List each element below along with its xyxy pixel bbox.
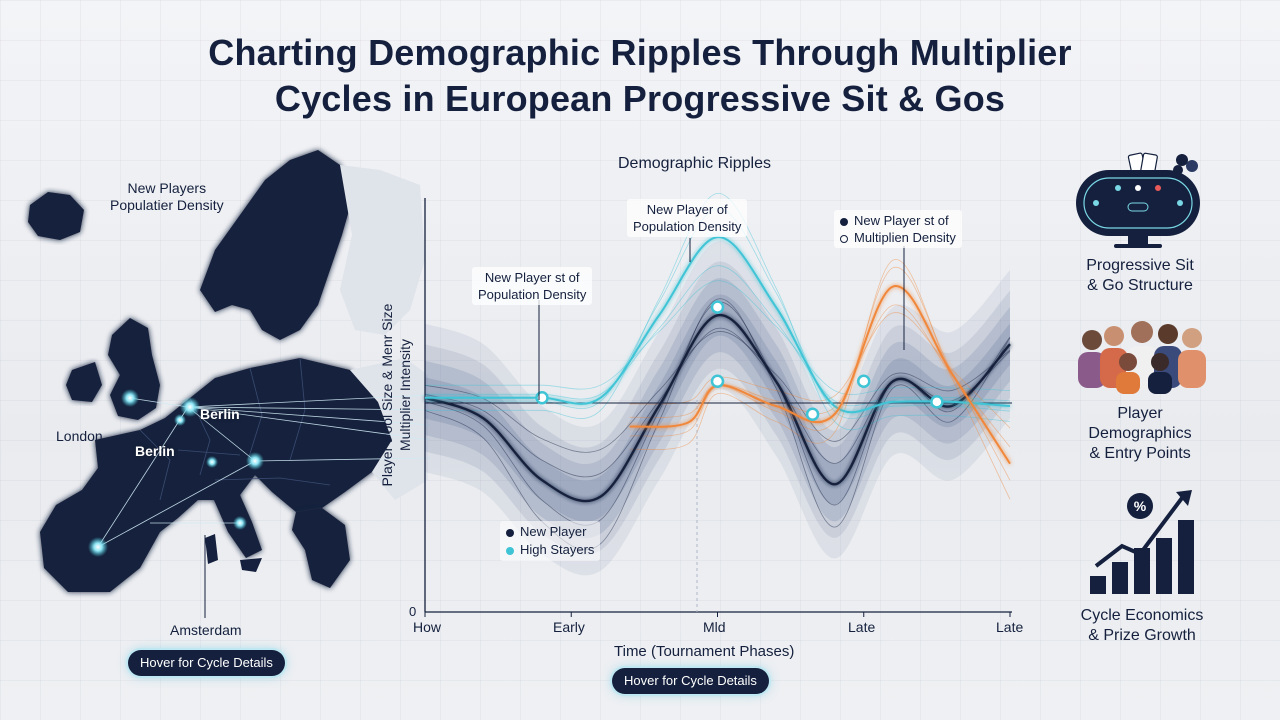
scandinavia-shape <box>200 150 352 340</box>
y-axis-label: Player Pool Size & Menr Size Multiplier … <box>378 275 424 515</box>
eastern-region-shape <box>350 358 428 500</box>
chart-title: Demographic Ripples <box>618 155 771 172</box>
callout-right: New Player st of Multiplien Density <box>834 210 962 248</box>
series-line-0 <box>424 314 1011 503</box>
city-dot-london <box>121 389 139 407</box>
highlight-point-3[interactable] <box>710 374 725 389</box>
callout-right-line-1: New Player st of <box>854 213 949 228</box>
sidebar-label-structure-line-2: & Go Structure <box>1087 277 1193 294</box>
y-axis-label-line-2: Multiplier Intensity <box>397 338 413 452</box>
legend-swatch-high-stayers <box>506 546 514 555</box>
city-dot-berlin <box>180 397 200 417</box>
ghost-line-0-3 <box>424 331 1011 453</box>
city-dot-amsterdam <box>174 414 186 426</box>
y-axis-label-line-1: Player Pool Size & Menr Size <box>379 303 395 487</box>
highlight-point-5[interactable] <box>857 374 871 389</box>
callout-top: New Player of Population Density <box>627 199 748 237</box>
map-hover-button[interactable]: Hover for Cycle Details <box>128 650 285 676</box>
city-label-berlin-2: Berlin <box>135 443 175 459</box>
callout-left-line-2: Population Density <box>478 287 587 302</box>
country-borders <box>139 357 331 501</box>
ripple-band-2 <box>425 261 1010 555</box>
city-dot-central <box>246 452 264 470</box>
x-tick-label-mid: Mld <box>703 619 726 635</box>
mainland-europe-shape <box>40 358 392 592</box>
callout-right-hollow-dot <box>840 234 848 243</box>
sidebar-label-demographics-line-3: & Entry Points <box>1089 445 1191 462</box>
sidebar-label-economics: Cycle Economics & Prize Growth <box>1047 606 1237 646</box>
ireland-shape <box>66 362 102 402</box>
map-density-label-line-1: New Players <box>127 180 207 196</box>
sidebar-label-structure: Progressive Sit & Go Structure <box>1045 256 1235 296</box>
poker-table-icon <box>1076 152 1200 248</box>
sardinia-shape <box>205 534 218 564</box>
callout-left: New Player st of Population Density <box>472 267 593 305</box>
callout-top-line-2: Population Density <box>633 219 742 234</box>
city-dot-alps <box>206 456 218 468</box>
x-axis-label: Time (Tournament Phases) <box>614 643 795 660</box>
iceland-shape <box>28 192 84 240</box>
ripple-band-3 <box>425 277 1010 539</box>
city-label-berlin-1: Berlin <box>200 406 240 422</box>
highlight-point-2[interactable] <box>710 300 725 314</box>
uk-shape <box>108 318 160 420</box>
map-density-label: New Players Populatier Density <box>110 180 224 214</box>
callout-right-filled-dot <box>840 217 848 226</box>
sidebar-label-economics-line-2: & Prize Growth <box>1088 627 1196 644</box>
x-tick-marks <box>424 612 1011 617</box>
page-title: Charting Demographic Ripples Through Mul… <box>0 30 1280 122</box>
sicily-shape <box>240 558 262 572</box>
title-line-1: Charting Demographic Ripples Through Mul… <box>208 32 1072 73</box>
ripple-bands <box>425 240 1010 576</box>
legend-item-high-stayers: High Stayers <box>506 541 594 559</box>
sidebar-label-economics-line-1: Cycle Economics <box>1080 607 1204 624</box>
ripple-chart <box>424 193 1012 617</box>
sidebar-label-structure-line-1: Progressive Sit <box>1086 257 1194 274</box>
x-tick-label-early: Early <box>553 619 585 635</box>
sidebar-label-demographics-line-2: Demographics <box>1088 425 1192 442</box>
highlight-points <box>535 300 944 421</box>
ghost-line-1-0 <box>425 193 1011 431</box>
highlight-point-1[interactable] <box>535 391 549 405</box>
europe-map <box>28 150 430 618</box>
ghost-line-2-0 <box>629 259 1011 500</box>
finland-shape <box>340 165 425 335</box>
ghost-line-0-0 <box>424 298 1011 551</box>
y-origin-label: 0 <box>409 604 417 619</box>
city-dot-madrid <box>88 537 108 557</box>
legend-label-high-stayers: High Stayers <box>520 542 595 557</box>
callout-right-line-2: Multiplien Density <box>854 230 956 245</box>
sidebar-label-demographics: Player Demographics & Entry Points <box>1045 404 1235 464</box>
legend-item-new-player: New Player <box>506 523 594 541</box>
growth-chart-icon <box>1090 490 1194 594</box>
ghost-line-1-3 <box>424 280 1011 395</box>
map-density-label-line-2: Populatier Density <box>110 197 224 213</box>
city-label-london: London <box>56 428 103 444</box>
chart-legend: New Player High Stayers <box>500 521 601 561</box>
title-line-2: Cycles in European Progressive Sit & Gos <box>274 78 1006 119</box>
x-tick-label-late-1: Late <box>848 619 876 635</box>
x-tick-label-how: How <box>413 619 442 635</box>
callout-top-line-1: New Player of <box>646 202 728 217</box>
highlight-point-4[interactable] <box>805 407 820 421</box>
city-label-amsterdam: Amsterdam <box>170 622 242 638</box>
legend-swatch-new-player <box>506 528 514 537</box>
percent-badge: % <box>1133 498 1147 514</box>
ghost-line-2-2 <box>629 304 1011 448</box>
balkans-shape <box>292 508 350 588</box>
people-group-icon <box>1078 321 1206 394</box>
ripple-band-1 <box>425 240 1010 576</box>
chart-hover-button[interactable]: Hover for Cycle Details <box>612 668 769 694</box>
highlight-point-6[interactable] <box>930 395 944 409</box>
city-dot-rome <box>233 516 247 530</box>
sidebar-label-demographics-line-1: Player <box>1117 405 1163 422</box>
callout-left-line-1: New Player st of <box>484 270 580 285</box>
legend-label-new-player: New Player <box>520 524 587 539</box>
series-line-2 <box>629 285 1011 465</box>
connection-rays <box>97 394 430 548</box>
x-tick-label-late-2: Late <box>996 619 1024 635</box>
